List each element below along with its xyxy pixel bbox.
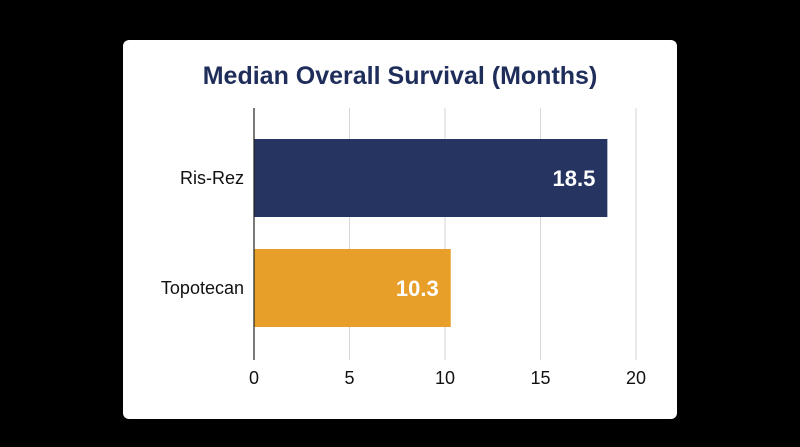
category-label-ris-rez: Ris-Rez	[180, 168, 244, 188]
bars: 18.5 10.3	[254, 139, 608, 327]
x-tick-label-10: 10	[435, 368, 455, 388]
x-tick-label-15: 15	[530, 368, 550, 388]
x-tick-label-0: 0	[249, 368, 259, 388]
data-label-ris-rez: 18.5	[553, 166, 596, 191]
category-label-topotecan: Topotecan	[161, 278, 244, 298]
chart-title: Median Overall Survival (Months)	[202, 62, 598, 90]
x-tick-label-20: 20	[626, 368, 646, 388]
x-tick-label-5: 5	[344, 368, 354, 388]
bar-topotecan	[254, 249, 451, 327]
axis: 0 5 10 15 20 Ris-Rez Topotecan	[161, 108, 646, 388]
bar-chart: 18.5 10.3 0 5 10 15 20 Ris-Rez Topotecan	[161, 108, 646, 388]
data-label-topotecan: 10.3	[396, 276, 439, 301]
chart-card: Median Overall Survival (Months) 18.5 10.…	[123, 40, 677, 419]
bar-ris-rez	[254, 139, 608, 217]
